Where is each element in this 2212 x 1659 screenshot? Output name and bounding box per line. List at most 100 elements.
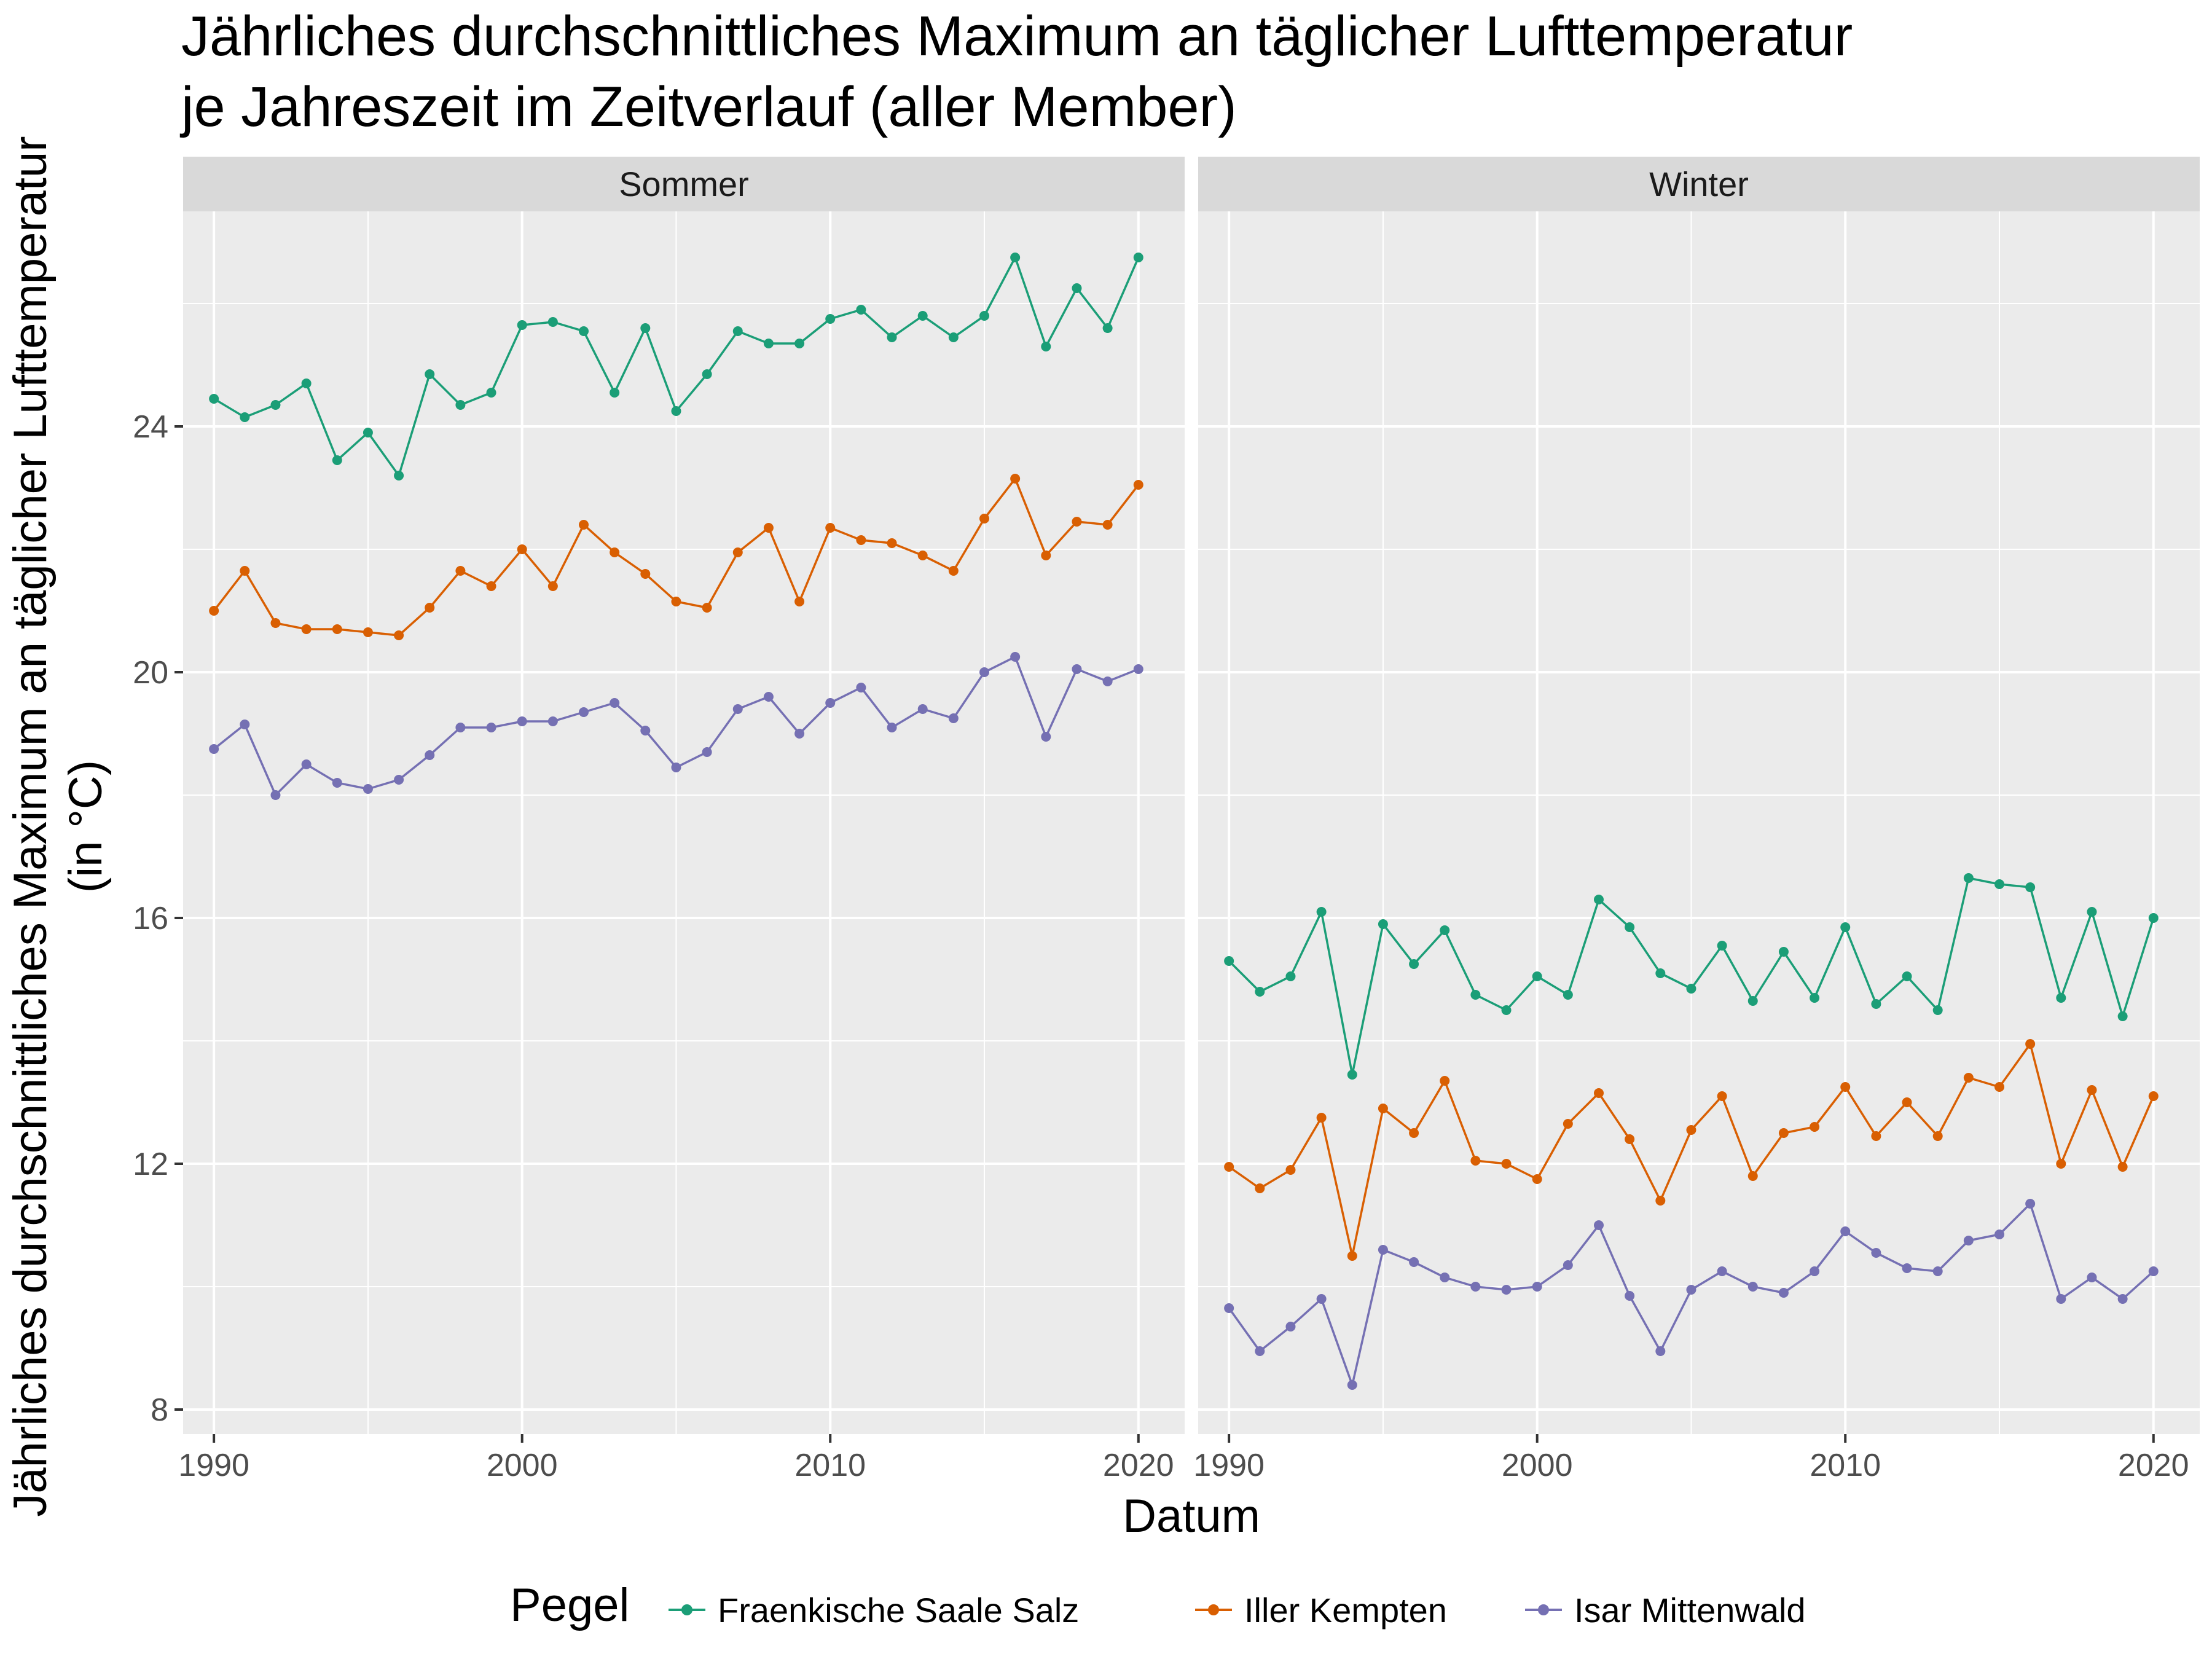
data-point <box>794 729 805 739</box>
y-axis: 8 12 16 20 24 <box>133 409 183 1428</box>
data-point <box>301 759 312 769</box>
data-point <box>2148 1266 2159 1276</box>
data-point <box>2056 1294 2066 1304</box>
data-point <box>825 698 836 708</box>
data-point <box>1501 1285 1512 1295</box>
data-point <box>2117 1162 2128 1172</box>
y-tick-label: 24 <box>133 409 168 445</box>
data-point <box>1810 993 1820 1003</box>
data-point <box>917 551 928 560</box>
data-point <box>1440 925 1450 935</box>
data-point <box>1409 1128 1419 1138</box>
data-point <box>301 378 312 388</box>
data-point <box>763 339 774 348</box>
data-point <box>732 547 743 557</box>
data-point <box>1470 1282 1481 1292</box>
data-point <box>671 406 681 416</box>
data-point <box>547 581 558 591</box>
data-point <box>794 597 805 606</box>
data-point <box>240 566 250 576</box>
x-tick-label: 2010 <box>794 1448 866 1483</box>
data-point <box>1871 1131 1881 1141</box>
data-point <box>1840 1082 1851 1092</box>
data-point <box>1285 971 1296 981</box>
data-point <box>1316 1294 1327 1304</box>
data-point <box>1717 941 1727 951</box>
data-point <box>1470 990 1481 1000</box>
data-point <box>270 790 281 800</box>
data-point <box>517 320 527 330</box>
data-point <box>2087 1085 2097 1095</box>
panel-winter: Winter 1990 2000 2010 2020 <box>1193 157 2200 1483</box>
legend-label: Fraenkische Saale Salz <box>718 1591 1079 1630</box>
legend-label: Iller Kempten <box>1244 1591 1447 1630</box>
data-point <box>455 723 466 732</box>
data-point <box>856 683 866 692</box>
data-point <box>1871 999 1881 1009</box>
data-point <box>1316 907 1327 917</box>
data-point <box>394 630 404 640</box>
data-point <box>1994 879 2004 889</box>
data-point <box>1994 1082 2004 1092</box>
data-point <box>1041 551 1051 560</box>
series-points-winter <box>1224 873 2159 1390</box>
data-point <box>2117 1294 2128 1304</box>
data-point <box>1717 1266 1727 1276</box>
data-point <box>1994 1230 2004 1239</box>
data-point <box>1041 342 1051 351</box>
data-point <box>1747 1171 1758 1181</box>
data-point <box>1102 520 1113 530</box>
data-point <box>1747 1282 1758 1292</box>
data-point <box>1255 987 1265 997</box>
data-point <box>579 326 589 336</box>
chart-title: Jährliches durchschnittliches Maximum an… <box>181 5 1853 68</box>
data-point <box>332 778 342 788</box>
data-point <box>856 535 866 545</box>
data-point <box>825 523 836 533</box>
data-point <box>1840 1226 1851 1236</box>
data-point <box>610 547 620 557</box>
data-point <box>363 428 373 437</box>
data-point <box>1224 1303 1234 1313</box>
data-point <box>1686 1285 1696 1295</box>
data-point <box>1285 1322 1296 1332</box>
data-point <box>1440 1273 1450 1282</box>
x-tick-label: 2020 <box>2118 1448 2189 1483</box>
data-point <box>2025 1039 2036 1049</box>
data-point <box>2087 907 2097 917</box>
data-point <box>1563 990 1573 1000</box>
data-point <box>979 667 989 677</box>
data-point <box>1316 1113 1327 1123</box>
data-point <box>1072 283 1082 293</box>
data-point <box>1378 1245 1388 1255</box>
x-axis-title: Datum <box>1123 1490 1260 1542</box>
data-point <box>1470 1156 1481 1166</box>
data-point <box>1501 1005 1512 1015</box>
data-point <box>240 412 250 422</box>
x-tick-label: 1990 <box>178 1448 249 1483</box>
data-point <box>979 514 989 524</box>
y-tick-label: 16 <box>133 901 168 936</box>
y-tick-label: 12 <box>133 1147 168 1182</box>
data-point <box>517 544 527 554</box>
data-point <box>1409 1257 1419 1267</box>
data-point <box>1010 253 1021 262</box>
data-point <box>1625 1291 1635 1301</box>
data-point <box>702 603 712 613</box>
data-point <box>1747 996 1758 1006</box>
data-point <box>270 400 281 410</box>
legend-title: Pegel <box>510 1579 629 1631</box>
x-tick-label: 1990 <box>1193 1448 1265 1483</box>
data-point <box>1285 1165 1296 1175</box>
data-point <box>547 716 558 726</box>
data-point <box>1255 1346 1265 1356</box>
data-point <box>732 326 743 336</box>
data-point <box>1686 984 1696 994</box>
data-point <box>455 566 466 576</box>
strip-sommer-background <box>183 157 1185 211</box>
data-point <box>763 523 774 533</box>
data-point <box>1902 1263 1912 1273</box>
data-point <box>1778 947 1789 957</box>
data-point <box>240 720 250 729</box>
